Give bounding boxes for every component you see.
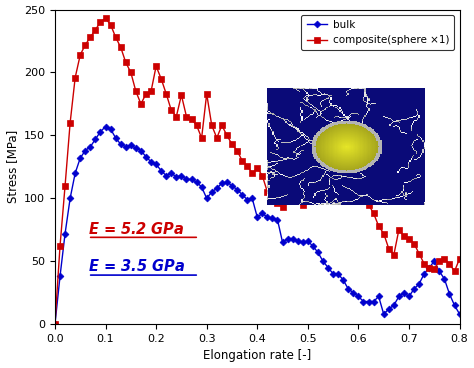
bulk xyxy=(52,322,58,326)
composite(sphere ×1) xyxy=(386,247,392,251)
Line: composite(sphere ×1): composite(sphere ×1) xyxy=(52,15,462,327)
bulk xyxy=(421,272,427,276)
composite(sphere ×1) xyxy=(103,16,109,21)
composite(sphere ×1) xyxy=(52,322,58,326)
composite(sphere ×1) xyxy=(310,196,316,201)
composite(sphere ×1) xyxy=(406,236,412,241)
Text: $\bfit{E}$ = 5.2 GPa: $\bfit{E}$ = 5.2 GPa xyxy=(88,220,184,237)
Line: bulk: bulk xyxy=(53,124,462,326)
bulk xyxy=(406,294,412,299)
composite(sphere ×1) xyxy=(280,205,285,209)
Y-axis label: Stress [MPa]: Stress [MPa] xyxy=(6,130,18,204)
bulk xyxy=(386,307,392,311)
X-axis label: Elongation rate [-]: Elongation rate [-] xyxy=(203,350,311,362)
Text: $\bfit{E}$ = 3.5 GPa: $\bfit{E}$ = 3.5 GPa xyxy=(88,258,185,274)
Legend: bulk, composite(sphere ×1): bulk, composite(sphere ×1) xyxy=(301,15,455,50)
composite(sphere ×1) xyxy=(457,256,463,261)
bulk xyxy=(457,312,463,316)
bulk xyxy=(103,124,109,129)
bulk xyxy=(356,294,361,299)
composite(sphere ×1) xyxy=(421,262,427,266)
bulk xyxy=(280,240,285,245)
composite(sphere ×1) xyxy=(356,190,361,194)
bulk xyxy=(310,244,316,248)
